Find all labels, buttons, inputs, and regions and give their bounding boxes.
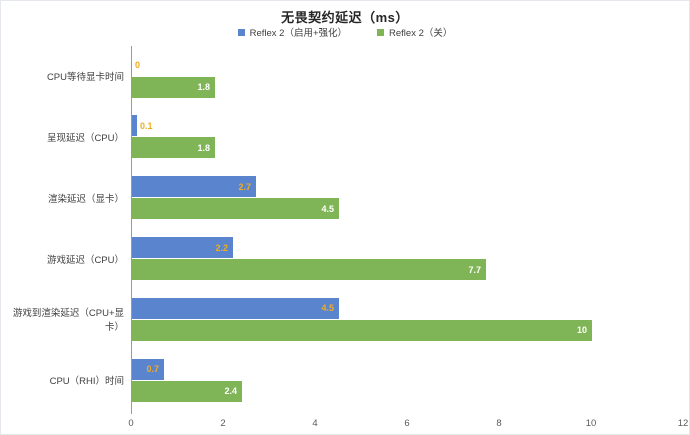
- bar-data-label: 0.1: [140, 120, 153, 131]
- x-axis-tick-0: 0: [128, 418, 134, 429]
- legend-swatch-icon: [377, 28, 385, 36]
- x-axis-tick-8: 8: [496, 418, 502, 429]
- category-label-1: 呈现延迟（CPU）: [46, 132, 124, 144]
- bar-series1-cat3: 7.7: [132, 259, 486, 280]
- bar-data-label: 0: [135, 60, 141, 70]
- bar-data-label: 0.7: [146, 364, 159, 375]
- chart-title: 无畏契约延迟（ms）: [281, 10, 409, 25]
- legend-label: Reflex 2（启用+强化）: [249, 28, 348, 39]
- x-axis-tick-4: 4: [312, 418, 318, 429]
- bar-series0-cat2: 2.7: [132, 176, 256, 198]
- bar-data-label: 7.7: [468, 264, 481, 275]
- category-label-0: CPU等待显卡时间: [46, 72, 124, 83]
- bar-series1-cat4: 10: [132, 319, 592, 341]
- bar-series1-cat5: 2.4: [132, 380, 242, 402]
- y-axis-line: [131, 46, 132, 414]
- category-label-4: 游戏到渲染延迟（CPU+显卡）: [12, 308, 124, 334]
- bar-data-label: 4.5: [321, 303, 334, 314]
- category-label-2: 渲染延迟（显卡）: [47, 193, 124, 205]
- bar-series0-cat1: 0.1: [132, 115, 153, 137]
- bar-series0-cat3: 2.2: [132, 237, 233, 258]
- bar-series0-cat4: 4.5: [132, 297, 339, 319]
- bar-series1-cat2: 4.5: [132, 198, 339, 220]
- bar-series0-cat5: 0.7: [132, 358, 164, 380]
- legend-item-0: Reflex 2（启用+强化）: [237, 25, 348, 39]
- chart-legend: Reflex 2（启用+强化） Reflex 2（关）: [1, 25, 689, 39]
- category-label-5: CPU（RHI）时间: [49, 376, 124, 388]
- bar-data-label: 10: [576, 325, 587, 336]
- bar-data-label: 2.2: [215, 242, 228, 253]
- bar-data-label: 2.7: [238, 181, 251, 192]
- x-axis-tick-10: 10: [585, 418, 597, 429]
- bar-series1-cat0: 1.8: [132, 76, 215, 98]
- category-label-3: 游戏延迟（CPU）: [46, 254, 124, 266]
- bar-series1-cat1: 1.8: [132, 137, 215, 159]
- bar-data-label: 2.4: [224, 386, 237, 397]
- legend-item-1: Reflex 2（关）: [377, 25, 452, 39]
- x-axis-tick-6: 6: [404, 418, 410, 429]
- legend-swatch-icon: [237, 28, 245, 36]
- legend-label: Reflex 2（关）: [389, 28, 453, 39]
- bar-data-label: 1.8: [197, 82, 210, 92]
- x-axis-tick-2: 2: [220, 418, 226, 429]
- bar-data-label: 4.5: [321, 203, 334, 214]
- x-axis-tick-12: 12: [677, 418, 689, 429]
- bar-data-label: 1.8: [197, 142, 210, 153]
